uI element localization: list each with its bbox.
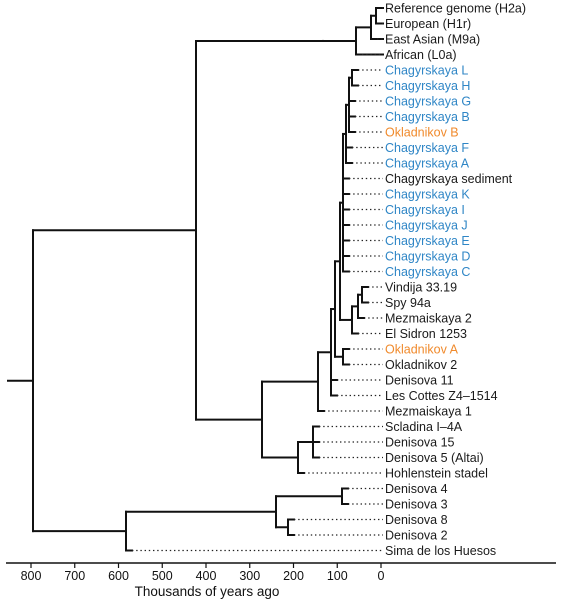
tip-label-scladina-i-4a: Scladina I–4A [385,420,463,434]
tip-label-african-l0a: African (L0a) [385,48,457,62]
tree-branches [7,7,384,552]
tip-label-chagyrskaya-e: Chagyrskaya E [385,234,470,248]
axis-tick-label: 200 [283,569,304,583]
tip-label-chagyrskaya-k: Chagyrskaya K [385,188,470,202]
tip-label-mezmaiskaya-1: Mezmaiskaya 1 [385,405,472,419]
axis-tick-label: 700 [64,569,85,583]
tip-label-okladnikov-2: Okladnikov 2 [385,358,457,372]
axis-ticks: 800 700 600 500 400 300 200 100 0 [21,563,385,583]
tip-label-chagyrskaya-d: Chagyrskaya D [385,250,470,264]
tip-label-mezmaiskaya-2: Mezmaiskaya 2 [385,312,472,326]
tip-label-denisova-15: Denisova 15 [385,436,455,450]
axis-tick-label: 400 [196,569,217,583]
tip-label-reference-genome-h2a: Reference genome (H2a) [385,2,526,16]
tip-label-okladnikov-b: Okladnikov B [385,126,459,140]
tip-label-chagyrskaya-h: Chagyrskaya H [385,79,470,93]
tip-label-chagyrskaya-i: Chagyrskaya I [385,203,465,217]
tip-label-chagyrskaya-b: Chagyrskaya B [385,110,470,124]
tip-label-denisova-11: Denisova 11 [385,374,454,388]
tip-label-chagyrskaya-j: Chagyrskaya J [385,219,468,233]
tip-label-chagyrskaya-sediment: Chagyrskaya sediment [385,172,513,186]
tip-label-spy-94a: Spy 94a [385,296,431,310]
axis-tick-label: 100 [327,569,348,583]
tip-label-denisova-3: Denisova 3 [385,498,448,512]
axis-title: Thousands of years ago [135,584,280,599]
tip-label-les-cottes-z4-1514: Les Cottes Z4–1514 [385,389,498,403]
axis-tick-label: 500 [152,569,173,583]
tip-label-chagyrskaya-a: Chagyrskaya A [385,157,470,171]
tip-label-el-sidron-1253: El Sidron 1253 [385,327,467,341]
tip-label-european-h1r: European (H1r) [385,17,471,31]
tip-label-chagyrskaya-g: Chagyrskaya G [385,95,471,109]
tip-label-denisova-5-altai: Denisova 5 (Altai) [385,451,484,465]
tip-label-sima-de-los-huesos: Sima de los Huesos [385,544,496,558]
axis-tick-label: 600 [108,569,129,583]
tip-label-chagyrskaya-c: Chagyrskaya C [385,265,470,279]
tip-label-vindija-33-19: Vindija 33.19 [385,281,457,295]
time-axis: 800 700 600 500 400 300 200 100 0 Thousands of y… [6,562,556,599]
tip-label-denisova-2: Denisova 2 [385,529,448,543]
tip-label-hohlenstein-stadel: Hohlenstein stadel [385,467,488,481]
tip-label-okladnikov-a: Okladnikov A [385,343,459,357]
tip-labels: Reference genome (H2a)European (H1r) East… [385,2,526,559]
axis-tick-label: 300 [239,569,260,583]
tip-label-denisova-4: Denisova 4 [385,482,448,496]
tip-leaders [132,7,383,552]
tip-label-denisova-8: Denisova 8 [385,513,448,527]
axis-tick-label: 0 [378,569,385,583]
tip-label-chagyrskaya-f: Chagyrskaya F [385,141,469,155]
tip-label-east-asian-m9a: East Asian (M9a) [385,33,480,47]
axis-tick-label: 800 [21,569,42,583]
tip-label-chagyrskaya-l: Chagyrskaya L [385,64,468,78]
